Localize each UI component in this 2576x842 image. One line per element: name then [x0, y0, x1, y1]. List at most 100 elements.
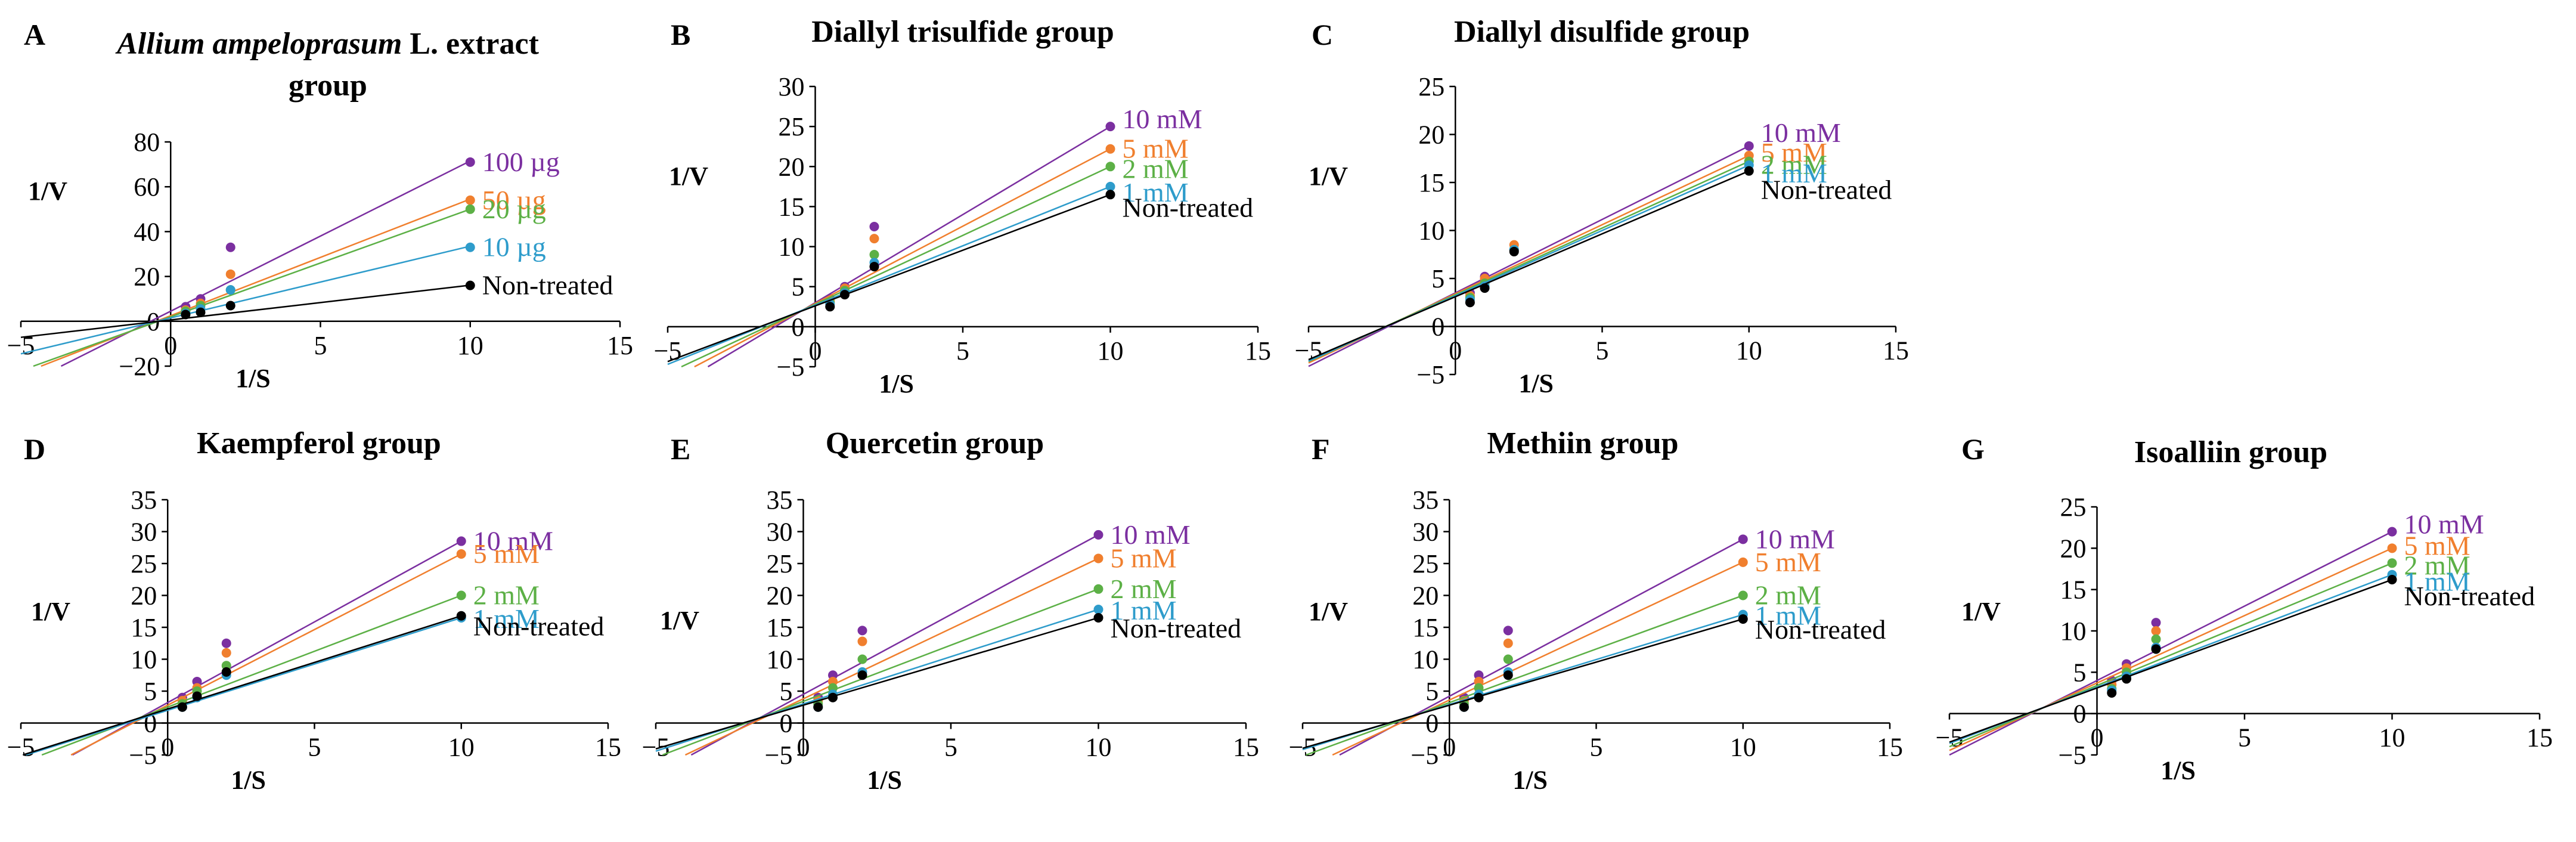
fit-line	[681, 166, 1111, 368]
panel-title: Allium ampeloprasum L. extract	[115, 27, 539, 61]
x-tick-label: 0	[809, 336, 822, 366]
data-point	[456, 590, 466, 600]
panel-letter: B	[671, 18, 690, 51]
data-point	[840, 290, 850, 300]
x-tick-label: 5	[314, 331, 327, 360]
data-point	[1503, 670, 1513, 680]
y-tick-label: 5	[1425, 677, 1439, 706]
y-tick-label: 20	[131, 581, 157, 611]
panel-letter: F	[1312, 432, 1330, 466]
y-tick-label: 5	[2073, 658, 2087, 687]
data-point	[465, 242, 475, 252]
x-tick-label: 0	[161, 733, 174, 762]
data-point	[2151, 644, 2161, 654]
data-point	[1093, 530, 1103, 540]
data-point	[456, 536, 466, 546]
series-label: 50 µg	[482, 185, 546, 215]
series-label: 10 µg	[482, 232, 546, 262]
y-tick-label: −20	[119, 352, 160, 381]
x-tick-label: 5	[956, 336, 969, 366]
y-tick-label: 0	[2073, 699, 2087, 729]
fit-line	[60, 160, 471, 367]
y-axis-label: 1/V	[1309, 162, 1348, 191]
data-point	[2151, 634, 2161, 644]
panel-letter: D	[24, 432, 45, 466]
data-point	[1105, 144, 1115, 154]
series-label: 1 mM	[1111, 595, 1177, 626]
series-label: 5 mM	[473, 538, 540, 569]
data-point	[869, 222, 879, 231]
fit-line	[20, 284, 470, 338]
data-point	[857, 626, 867, 636]
fit-line	[694, 148, 1111, 368]
x-axis-label: 1/S	[867, 766, 902, 795]
data-point	[221, 667, 231, 677]
series-label: 2 mM	[473, 580, 540, 611]
data-point	[181, 309, 191, 320]
data-point	[2387, 575, 2397, 585]
series-label: 1 mM	[1755, 600, 1821, 631]
data-point	[1744, 141, 1754, 151]
data-point	[1509, 246, 1519, 256]
y-tick-label: 25	[1418, 72, 1444, 101]
data-point	[2107, 688, 2117, 698]
y-tick-label: 25	[1412, 549, 1439, 578]
x-tick-label: 15	[1877, 733, 1903, 762]
y-tick-label: 10	[779, 233, 805, 262]
data-point	[869, 234, 879, 244]
series-label: 5 mM	[1755, 547, 1821, 577]
fit-line	[690, 534, 1099, 756]
data-point	[465, 204, 475, 214]
y-tick-label: 5	[792, 273, 805, 302]
x-tick-label: −5	[642, 733, 670, 762]
y-tick-label: 5	[780, 677, 793, 706]
fit-line	[1949, 562, 2392, 748]
y-axis-label: 1/V	[28, 177, 67, 206]
panel-title-italic: Allium ampeloprasum	[115, 27, 410, 61]
y-tick-label: 25	[767, 549, 793, 578]
data-point	[2387, 543, 2397, 553]
data-point	[456, 549, 466, 559]
y-axis-label: 1/V	[669, 162, 708, 191]
y-tick-label: 20	[1418, 120, 1444, 150]
y-tick-label: 20	[1412, 581, 1439, 611]
x-tick-label: 5	[1596, 336, 1609, 366]
y-tick-label: −5	[765, 741, 793, 770]
data-point	[1093, 605, 1103, 615]
x-tick-label: 10	[1086, 733, 1112, 762]
fit-line	[1306, 595, 1744, 756]
y-tick-label: 25	[779, 112, 805, 141]
y-tick-label: 10	[2060, 617, 2087, 646]
fit-line	[70, 553, 462, 756]
series-label: 2 mM	[1755, 580, 1821, 611]
x-tick-label: 15	[1883, 336, 1909, 366]
panel-letter: C	[1312, 18, 1333, 51]
data-point	[196, 307, 206, 317]
fit-line	[26, 617, 462, 756]
y-tick-label: −5	[129, 741, 157, 770]
y-tick-label: 20	[2060, 534, 2087, 563]
x-tick-label: −5	[1936, 723, 1964, 753]
fit-line	[1339, 538, 1744, 756]
y-tick-label: 25	[2060, 493, 2087, 522]
fit-line	[662, 588, 1099, 756]
x-axis-label: 1/S	[879, 369, 914, 398]
data-point	[465, 280, 475, 290]
y-tick-label: 30	[131, 518, 157, 547]
data-point	[1093, 584, 1103, 594]
series-label: Non-treated	[2404, 581, 2535, 611]
series-label: Non-treated	[473, 611, 605, 642]
series-label: 1 mM	[473, 603, 540, 634]
x-tick-label: 0	[797, 733, 810, 762]
panel-letter: A	[24, 18, 45, 51]
data-point	[225, 242, 235, 252]
x-tick-label: 0	[164, 331, 177, 360]
data-point	[177, 702, 187, 712]
y-tick-label: 0	[780, 709, 793, 738]
x-tick-label: 15	[1245, 336, 1271, 366]
data-point	[1738, 557, 1748, 567]
